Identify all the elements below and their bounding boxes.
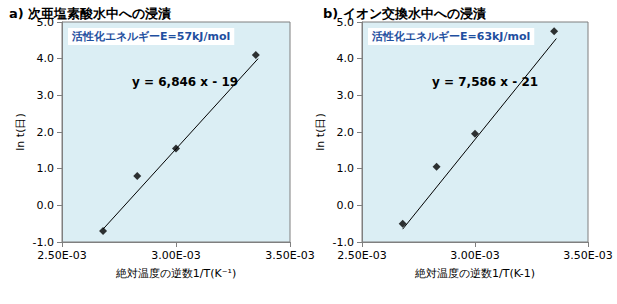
svg-text:2.0: 2.0 bbox=[337, 126, 355, 139]
svg-text:b) イオン交換水中への浸漬: b) イオン交換水中への浸漬 bbox=[323, 6, 486, 21]
svg-text:a) 次亜塩素酸水中への浸漬: a) 次亜塩素酸水中への浸漬 bbox=[9, 6, 171, 21]
svg-text:3.0: 3.0 bbox=[337, 89, 355, 102]
svg-text:3.0: 3.0 bbox=[37, 89, 55, 102]
svg-text:3.00E-03: 3.00E-03 bbox=[450, 249, 499, 262]
svg-text:活性化エネルギーE=63kJ/mol: 活性化エネルギーE=63kJ/mol bbox=[371, 30, 530, 43]
svg-text:絶対温度の逆数1/T(K⁻¹): 絶対温度の逆数1/T(K⁻¹) bbox=[115, 267, 236, 280]
svg-text:0.0: 0.0 bbox=[37, 199, 55, 212]
svg-text:5.0: 5.0 bbox=[36, 15, 54, 29]
svg-text:y = 7,586 x - 21: y = 7,586 x - 21 bbox=[432, 75, 538, 89]
svg-text:3.50E-03: 3.50E-03 bbox=[265, 249, 314, 262]
svg-text:3.50E-03: 3.50E-03 bbox=[563, 249, 612, 262]
svg-text:ln t(日): ln t(日) bbox=[314, 113, 327, 150]
svg-text:1.0: 1.0 bbox=[37, 162, 55, 175]
svg-text:2.50E-03: 2.50E-03 bbox=[37, 249, 86, 262]
svg-text:2.50E-03: 2.50E-03 bbox=[337, 249, 386, 262]
svg-text:3.00E-03: 3.00E-03 bbox=[151, 249, 200, 262]
svg-text:絶対温度の逆数1/T(K-1): 絶対温度の逆数1/T(K-1) bbox=[414, 267, 535, 280]
svg-text:y = 6,846 x - 19: y = 6,846 x - 19 bbox=[132, 75, 238, 89]
svg-text:4.0: 4.0 bbox=[37, 52, 55, 65]
svg-text:ln t(日): ln t(日) bbox=[14, 113, 27, 150]
svg-text:5.0: 5.0 bbox=[336, 15, 354, 29]
svg-text:-1.0: -1.0 bbox=[333, 236, 354, 249]
svg-text:1.0: 1.0 bbox=[337, 162, 355, 175]
svg-text:活性化エネルギーE=57kJ/mol: 活性化エネルギーE=57kJ/mol bbox=[71, 30, 230, 43]
svg-text:0.0: 0.0 bbox=[337, 199, 355, 212]
svg-text:2.0: 2.0 bbox=[37, 126, 55, 139]
svg-text:-1.0: -1.0 bbox=[33, 236, 54, 249]
svg-text:4.0: 4.0 bbox=[337, 52, 355, 65]
